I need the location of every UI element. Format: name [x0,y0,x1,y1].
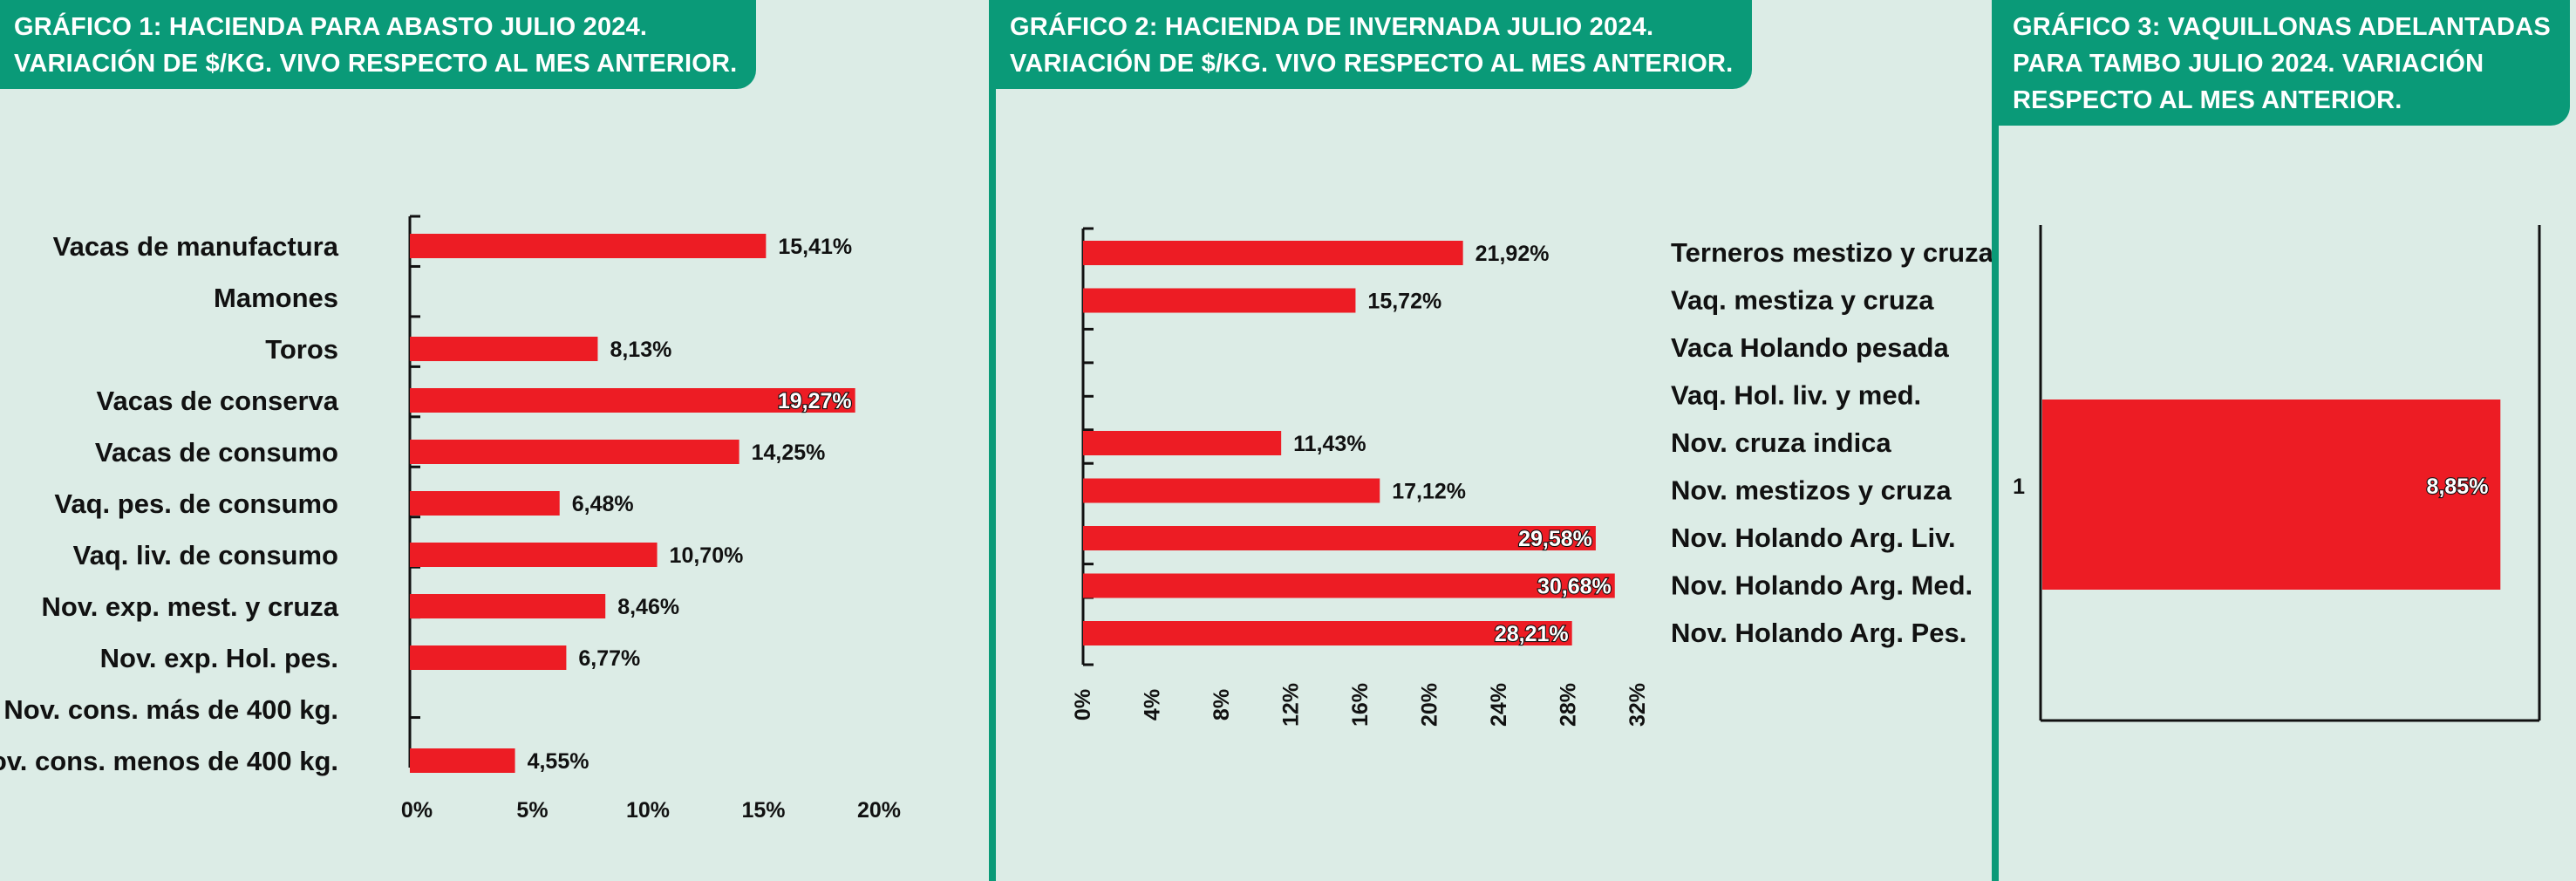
chart-2-category-label: Nov. cruza indica [1671,427,1891,458]
chart-2-data-label: 28,21% [1495,622,1569,646]
chart-3-plot: 1 8,85% [2013,225,2541,722]
chart-2-bar [1083,526,1596,550]
chart-1-title-line-2: VARIACIÓN DE $/KG. VIVO RESPECTO AL MES … [14,50,738,78]
chart-2-x-tick-label: 8% [1210,689,1234,721]
chart-1-bar [410,388,855,413]
chart-1-x-tick-label: 5% [516,798,548,823]
chart-1-bar [410,234,767,258]
chart-2-bar [1083,241,1463,265]
chart-1-data-label: 4,55% [528,749,589,774]
chart-1-title: GRÁFICO 1: HACIENDA PARA ABASTO JULIO 20… [0,0,757,89]
chart-1-category-label: Vacas de manufactura [53,231,339,262]
chart-2-category-label: Vaq. mestiza y cruza [1671,285,1934,316]
chart-1-data-label: 8,46% [617,595,679,619]
chart-1-bar [410,491,560,516]
chart-1-bar [410,440,739,464]
chart-2-x-tick-label: 32% [1625,683,1650,727]
chart-3-title-line-2: PARA TAMBO JULIO 2024. VARIACIÓN [2013,50,2484,78]
chart-2-category-label: Nov. Holando Arg. Pes. [1671,618,1966,648]
chart-1-data-label: 10,70% [670,543,744,568]
chart-2-bar [1083,431,1282,455]
chart-2-x-tick-label: 0% [1071,689,1095,721]
chart-2-title: GRÁFICO 2: HACIENDA DE INVERNADA JULIO 2… [996,0,1753,89]
chart-2-data-label: 29,58% [1518,527,1592,551]
chart-1-x-tick-label: 20% [857,798,901,823]
chart-2-category-label: Nov. mestizos y cruza [1671,475,1952,506]
chart-2-title-line-2: VARIACIÓN DE $/KG. VIVO RESPECTO AL MES … [1010,50,1734,78]
chart-2-category-label: Vaq. Hol. liv. y med. [1671,380,1921,411]
chart-1-x-tick-label: 0% [401,798,433,823]
chart-2-x-tick-label: 20% [1418,683,1442,727]
chart-3-title-line-1: GRÁFICO 3: VAQUILLONAS ADELANTADAS [2013,13,2551,41]
chart-2-x-tick-label: 28% [1557,683,1581,727]
chart-2-x-tick-label: 16% [1348,683,1373,727]
panel-divider-1 [989,0,996,881]
chart-1-category-label: Mamones [214,283,338,313]
chart-2-bar [1083,288,1356,313]
chart-2-bar [1083,478,1380,503]
chart-3-data-label: 8,85% [2427,475,2489,499]
chart-1-category-label: Nov. exp. Hol. pes. [100,643,338,673]
chart-1-bar [410,645,567,670]
chart-1-bar [410,748,515,773]
chart-panel-3: GRÁFICO 3: VAQUILLONAS ADELANTADAS PARA … [1999,0,2576,881]
chart-panel-1: GRÁFICO 1: HACIENDA PARA ABASTO JULIO 20… [0,0,989,881]
chart-1-data-label: 8,13% [610,338,671,362]
chart-2-x-tick-label: 12% [1279,683,1304,727]
chart-1-data-label: 6,48% [572,492,634,516]
chart-1-title-line-1: GRÁFICO 1: HACIENDA PARA ABASTO JULIO 20… [14,13,648,41]
chart-3-category-label: 1 [2013,475,2025,499]
chart-1-category-label: Nov. cons. menos de 400 kg. [0,746,338,776]
chart-1-data-label: 15,41% [778,235,852,259]
chart-2-x-tick-label: 4% [1141,689,1165,721]
chart-1-category-label: Toros [265,334,338,365]
chart-2-x-tick-label: 24% [1487,683,1511,727]
chart-1-category-label: Vacas de consumo [95,437,338,468]
chart-2-category-label: Vaca Holando pesada [1671,332,1949,363]
chart-2-bar [1083,573,1615,598]
chart-2-bar [1083,621,1572,645]
chart-1-category-label: Vaq. pes. de consumo [54,488,338,519]
chart-3-title: GRÁFICO 3: VAQUILLONAS ADELANTADAS PARA … [1999,0,2570,126]
chart-2-title-line-1: GRÁFICO 2: HACIENDA DE INVERNADA JULIO 2… [1010,13,1654,41]
chart-1-bar [410,594,606,618]
chart-1-plot: Vacas de manufactura 15,41% Mamones Toros 8,… [0,215,901,823]
chart-2-data-label: 17,12% [1392,480,1466,504]
chart-1-bar [410,543,658,567]
chart-2-data-label: 21,92% [1475,242,1550,266]
chart-1-bar [410,337,598,361]
chart-1-x-tick-label: 15% [741,798,785,823]
panel-divider-2 [1992,0,1999,881]
chart-1-category-label: Nov. cons. más de 400 kg. [3,694,338,725]
chart-panel-2: GRÁFICO 2: HACIENDA DE INVERNADA JULIO 2… [996,0,1992,881]
chart-3-title-line-3: RESPECTO AL MES ANTERIOR. [2013,86,2402,114]
chart-2-data-label: 11,43% [1293,432,1366,456]
chart-3-bar [2042,400,2501,590]
chart-2-data-label: 30,68% [1537,575,1612,599]
chart-1-category-label: Vacas de conserva [97,386,339,416]
chart-1-data-label: 6,77% [578,646,640,671]
chart-1-category-label: Nov. exp. mest. y cruza [41,591,338,622]
chart-2-plot: Terneros mestizo y cruza 21,92% Vaq. mesti… [1071,227,1992,727]
chart-2-category-label: Nov. Holando Arg. Liv. [1671,522,1956,553]
chart-1-data-label: 14,25% [752,440,826,465]
chart-2-category-label: Terneros mestizo y cruza [1671,237,1992,268]
chart-2-data-label: 15,72% [1367,290,1441,314]
chart-1-category-label: Vaq. liv. de consumo [73,540,338,570]
chart-1-x-tick-label: 10% [626,798,670,823]
chart-1-data-label: 19,27% [778,389,852,413]
chart-2-category-label: Nov. Holando Arg. Med. [1671,570,1973,601]
